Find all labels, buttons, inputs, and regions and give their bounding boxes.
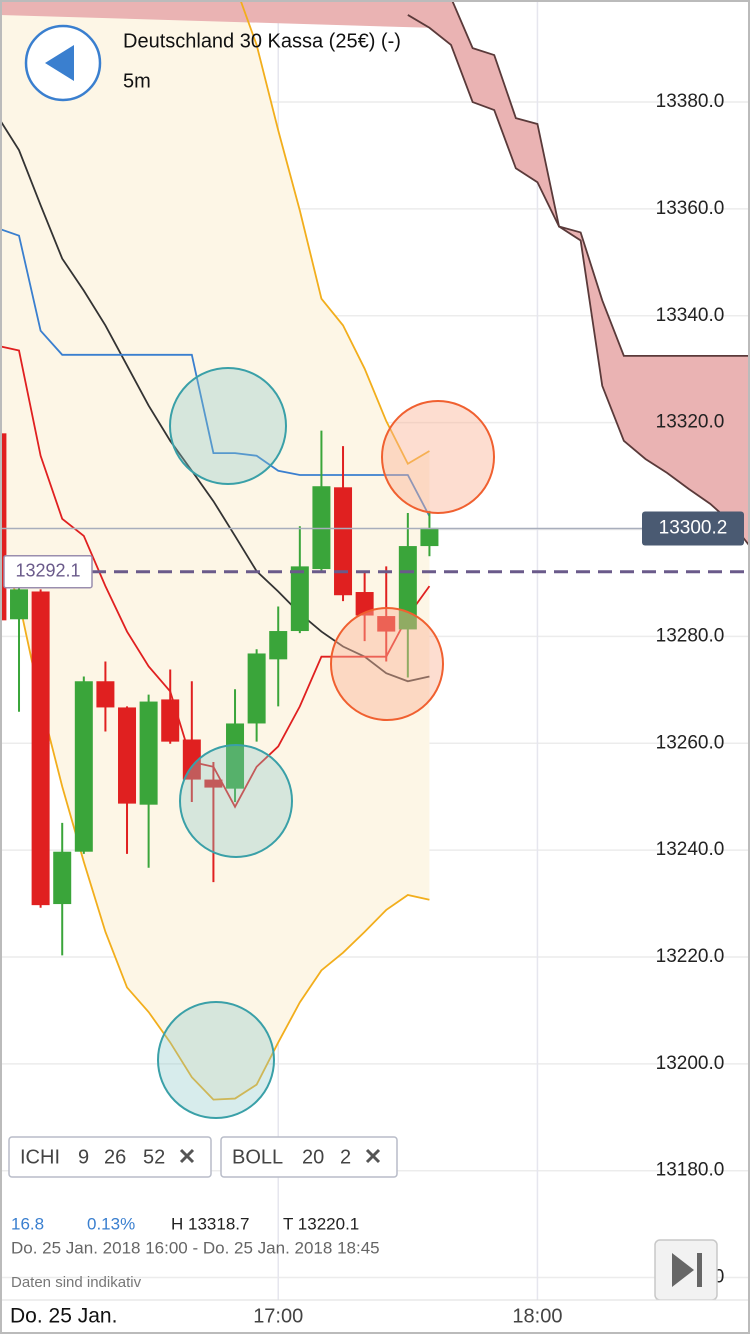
drawing-circle xyxy=(381,400,495,514)
chip-box xyxy=(220,1136,398,1178)
candle-body xyxy=(420,527,439,547)
y-tick-label: 13260.0 xyxy=(656,732,725,753)
date-range: Do. 25 Jan. 2018 16:00 - Do. 25 Jan. 201… xyxy=(11,1238,380,1257)
back-icon xyxy=(45,45,74,81)
candle-body xyxy=(0,433,7,621)
plot-area xyxy=(0,0,750,1300)
chip-box xyxy=(8,1136,212,1178)
y-tick-label: 13280.0 xyxy=(656,625,725,646)
kijun-line xyxy=(0,228,431,517)
candle-body xyxy=(118,707,137,804)
indicator-chip[interactable]: BOLL 20 2 xyxy=(220,1136,398,1178)
change: 16.8 xyxy=(11,1214,44,1233)
y-tick-label: 13180.0 xyxy=(656,1160,725,1181)
bollinger-upper xyxy=(239,0,430,466)
candle-body xyxy=(10,589,29,620)
candle-body xyxy=(334,487,353,596)
change-pct: 0.13% xyxy=(87,1214,135,1233)
candle-body xyxy=(247,653,266,724)
bollinger-middle xyxy=(0,118,430,683)
candle-body xyxy=(96,681,115,708)
chip-param: 20 xyxy=(302,1146,324,1168)
candle-body xyxy=(290,566,309,632)
skip-to-end-button[interactable] xyxy=(654,1239,718,1301)
x-tick-label: 18:00 xyxy=(512,1305,562,1327)
drawing-circle xyxy=(157,1001,275,1119)
chip-name: BOLL xyxy=(232,1146,283,1168)
drawing-circle xyxy=(169,367,287,485)
y-tick-label: 13380.0 xyxy=(656,91,725,112)
indicator-chip[interactable]: ICHI 9 26 52 xyxy=(8,1136,212,1178)
marker-price-label: 13292.1 xyxy=(15,560,80,580)
y-tick-label: 13240.0 xyxy=(656,839,725,860)
skip-icon xyxy=(672,1253,694,1287)
chip-name: ICHI xyxy=(20,1146,60,1168)
candle-body xyxy=(53,851,72,905)
candle-body xyxy=(74,681,93,852)
candle-body xyxy=(204,779,223,788)
chip-close[interactable] xyxy=(365,1148,381,1164)
chip-param: 9 xyxy=(78,1146,89,1168)
x-tick-label: 17:00 xyxy=(253,1305,303,1327)
candle-body xyxy=(269,631,288,660)
candle-body xyxy=(377,616,396,632)
x-axis-bar xyxy=(0,1300,750,1334)
disclaimer: Daten sind indikativ xyxy=(11,1274,142,1291)
candle-body xyxy=(161,699,180,742)
y-tick-label: 13200.0 xyxy=(656,1053,725,1074)
last-price-tag xyxy=(642,511,744,546)
chip-param: 2 xyxy=(340,1146,351,1168)
candle-body xyxy=(139,701,158,805)
low: T 13220.1 xyxy=(283,1214,359,1233)
instrument-title: Deutschland 30 Kassa (25€) (-) xyxy=(123,30,401,52)
x-date: Do. 25 Jan. xyxy=(10,1305,117,1328)
chip-param: 26 xyxy=(104,1146,126,1168)
high: H 13318.7 xyxy=(171,1214,249,1233)
candle-body xyxy=(312,486,331,570)
y-tick-label: 13220.0 xyxy=(656,946,725,967)
drawing-circle xyxy=(330,607,444,721)
y-tick-label: 13360.0 xyxy=(656,198,725,219)
marker-price-tag xyxy=(3,554,93,589)
chip-param: 52 xyxy=(143,1146,165,1168)
y-tick-label: 13320.0 xyxy=(656,412,725,433)
skip-icon-bar xyxy=(697,1253,702,1287)
overlay xyxy=(157,367,495,1119)
bollinger-fill xyxy=(0,0,430,1100)
y-tick-label: 13340.0 xyxy=(656,305,725,326)
interval[interactable]: 5m xyxy=(123,70,151,92)
candle-body xyxy=(31,591,50,906)
chip-close[interactable] xyxy=(179,1148,195,1164)
candle-body xyxy=(398,546,417,630)
last-price-label: 13300.2 xyxy=(659,517,728,538)
candle-body xyxy=(226,723,245,789)
x-labels: 17:00 18:00 xyxy=(253,1305,562,1327)
candle-body xyxy=(182,739,201,780)
senkou-span-b xyxy=(407,14,750,548)
candle-body xyxy=(355,592,374,616)
senkou-span-a xyxy=(450,0,750,357)
bollinger-lower xyxy=(0,550,430,1101)
drawing-circle xyxy=(179,744,293,858)
